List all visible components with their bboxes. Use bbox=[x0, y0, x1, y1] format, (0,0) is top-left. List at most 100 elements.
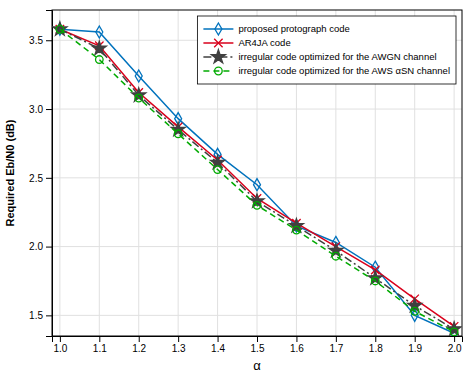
y-tick: 1.5 bbox=[29, 310, 52, 321]
legend-label: proposed protograph code bbox=[238, 23, 349, 34]
x-tick-mark bbox=[60, 336, 61, 342]
legend-marker bbox=[215, 67, 223, 75]
y-tick-label: 3.0 bbox=[29, 104, 43, 115]
y-tick-label: 2.0 bbox=[29, 241, 43, 252]
legend-marker bbox=[211, 50, 225, 63]
series-line bbox=[60, 29, 454, 332]
legend-label: irregular code optimized for the AWGN ch… bbox=[238, 51, 436, 62]
x-tick: 1.7 bbox=[329, 336, 343, 354]
x-tick-label: 1.1 bbox=[93, 343, 107, 354]
y-tick-label: 3.5 bbox=[29, 35, 43, 46]
series-line bbox=[60, 29, 454, 326]
series-marker bbox=[56, 25, 64, 33]
series-marker bbox=[135, 70, 142, 82]
legend-marker bbox=[214, 39, 222, 47]
x-tick: 1.5 bbox=[251, 336, 265, 354]
x-tick-label: 1.2 bbox=[132, 343, 146, 354]
series-marker bbox=[135, 94, 143, 102]
y-axis: 1.5 2.0 2.5 3.0 3.5 bbox=[29, 11, 52, 337]
legend-label: irregular code optimized for the AWS αSN… bbox=[238, 65, 450, 76]
x-tick-mark bbox=[257, 336, 258, 342]
y-tick-mark bbox=[46, 109, 52, 110]
legend-item: irregular code optimized for the AWGN ch… bbox=[203, 50, 436, 63]
y-grid-line bbox=[52, 315, 462, 316]
series-marker bbox=[332, 252, 340, 260]
x-tick-label: 1.7 bbox=[329, 343, 343, 354]
x-grid-line bbox=[99, 10, 100, 336]
y-tick-label: 2.5 bbox=[29, 173, 43, 184]
legend-item: proposed protograph code bbox=[203, 23, 349, 35]
x-tick-mark bbox=[99, 336, 100, 342]
y-axis-title: Required Eb/N0 (dB) bbox=[4, 119, 16, 226]
y-tick-mark bbox=[46, 315, 52, 316]
x-tick-label: 1.3 bbox=[172, 343, 186, 354]
x-axis-line bbox=[53, 337, 463, 343]
plot-frame bbox=[52, 10, 462, 336]
x-tick: 1.2 bbox=[132, 336, 146, 354]
series-marker bbox=[53, 22, 67, 35]
legend-line bbox=[203, 70, 233, 72]
y-grid-line bbox=[52, 109, 462, 110]
series-marker bbox=[92, 41, 106, 54]
x-tick-label: 1.9 bbox=[408, 343, 422, 354]
x-tick: 2.0 bbox=[448, 336, 462, 354]
y-tick: 2.5 bbox=[29, 173, 52, 184]
series-marker bbox=[254, 179, 261, 191]
series bbox=[56, 25, 458, 335]
x-tick: 1.8 bbox=[369, 336, 383, 354]
x-tick: 1.4 bbox=[211, 336, 225, 354]
legend-marker bbox=[215, 23, 222, 35]
series bbox=[56, 25, 459, 331]
series-marker bbox=[96, 56, 104, 64]
series-marker bbox=[408, 298, 422, 311]
legend-line bbox=[203, 28, 233, 30]
x-tick: 1.3 bbox=[172, 336, 186, 354]
y-tick-label: 1.5 bbox=[29, 310, 43, 321]
series-marker bbox=[96, 26, 103, 38]
series-line bbox=[60, 29, 454, 329]
x-axis: 1.0 1.1 1.2 1.3 1.4 1.5 1.6 1.7 1.8 1.9 2.0 bbox=[53, 336, 463, 354]
x-tick-mark bbox=[178, 336, 179, 342]
x-tick-mark bbox=[139, 336, 140, 342]
x-axis-title: α bbox=[253, 358, 261, 373]
series bbox=[53, 22, 461, 335]
x-tick-mark bbox=[218, 336, 219, 342]
y-tick: 3.0 bbox=[29, 104, 52, 115]
series-marker bbox=[132, 88, 146, 101]
legend: proposed protograph code AR4JA code irregu… bbox=[197, 16, 456, 84]
series-marker bbox=[447, 322, 461, 335]
x-tick-mark bbox=[375, 336, 376, 342]
x-grid-line bbox=[178, 10, 179, 336]
series-marker bbox=[450, 328, 458, 336]
y-tick-mark bbox=[46, 178, 52, 179]
chart-svg: 1.0 1.1 1.2 1.3 1.4 1.5 1.6 1.7 1.8 1.9 2.0 1.5 2.0 2… bbox=[0, 0, 474, 378]
legend-box bbox=[197, 16, 456, 84]
x-tick-label: 1.5 bbox=[251, 343, 265, 354]
x-tick-mark bbox=[336, 336, 337, 342]
y-tick: 3.5 bbox=[29, 35, 52, 46]
x-tick-label: 1.8 bbox=[369, 343, 383, 354]
x-tick-mark bbox=[296, 336, 297, 342]
y-tick-mark bbox=[46, 40, 52, 41]
series-marker bbox=[368, 271, 382, 284]
series-marker bbox=[371, 277, 379, 285]
x-tick-label: 2.0 bbox=[448, 343, 462, 354]
legend-item: irregular code optimized for the AWS αSN… bbox=[203, 65, 450, 76]
y-grid-line bbox=[52, 246, 462, 247]
x-tick-label: 1.6 bbox=[290, 343, 304, 354]
legend-label: AR4JA code bbox=[238, 37, 290, 48]
y-tick: 2.0 bbox=[29, 241, 52, 252]
legend-item: AR4JA code bbox=[203, 37, 290, 48]
x-tick: 1.6 bbox=[290, 336, 304, 354]
series-marker bbox=[293, 226, 301, 234]
series-marker bbox=[329, 243, 343, 256]
x-tick: 1.1 bbox=[93, 336, 107, 354]
series-marker bbox=[214, 166, 222, 174]
x-grid-line bbox=[138, 10, 139, 336]
x-tick-label: 1.0 bbox=[53, 343, 67, 354]
x-tick-mark bbox=[415, 336, 416, 342]
y-tick-mark bbox=[46, 247, 52, 248]
x-tick: 1.0 bbox=[53, 336, 67, 354]
marks bbox=[53, 22, 461, 336]
series bbox=[56, 23, 457, 336]
